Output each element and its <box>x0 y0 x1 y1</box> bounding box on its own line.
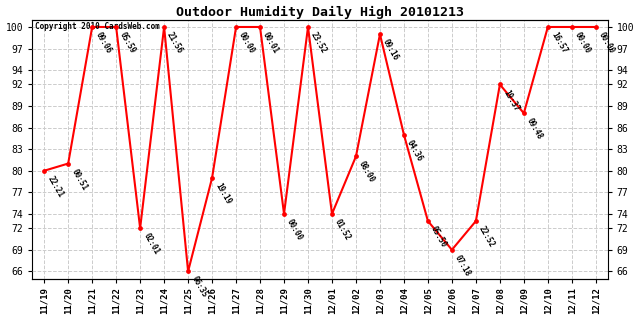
Point <box>279 211 289 216</box>
Text: 23:52: 23:52 <box>309 31 328 55</box>
Text: 22:21: 22:21 <box>45 174 65 199</box>
Point <box>351 154 361 159</box>
Text: 00:00: 00:00 <box>573 31 593 55</box>
Point <box>39 168 49 173</box>
Text: 00:01: 00:01 <box>261 31 280 55</box>
Title: Outdoor Humidity Daily High 20101213: Outdoor Humidity Daily High 20101213 <box>176 5 464 19</box>
Point <box>303 24 313 29</box>
Text: 04:36: 04:36 <box>405 138 424 163</box>
Text: 19:19: 19:19 <box>213 181 232 206</box>
Point <box>231 24 241 29</box>
Text: 01:52: 01:52 <box>333 218 353 242</box>
Point <box>375 32 385 37</box>
Text: 08:00: 08:00 <box>357 160 376 184</box>
Point <box>135 226 145 231</box>
Point <box>399 132 409 137</box>
Text: 00:00: 00:00 <box>237 31 257 55</box>
Text: 05:50: 05:50 <box>429 225 449 249</box>
Point <box>207 175 217 180</box>
Point <box>111 24 121 29</box>
Point <box>63 161 74 166</box>
Point <box>519 111 529 116</box>
Point <box>159 24 169 29</box>
Point <box>543 24 553 29</box>
Text: 02:01: 02:01 <box>141 232 161 256</box>
Text: 09:16: 09:16 <box>381 38 401 62</box>
Text: 16:57: 16:57 <box>549 31 568 55</box>
Text: 00:00: 00:00 <box>597 31 616 55</box>
Point <box>591 24 601 29</box>
Text: 07:18: 07:18 <box>453 253 472 278</box>
Text: 22:52: 22:52 <box>477 225 497 249</box>
Text: 21:56: 21:56 <box>165 31 185 55</box>
Point <box>87 24 97 29</box>
Point <box>423 219 433 224</box>
Point <box>327 211 337 216</box>
Point <box>566 24 577 29</box>
Point <box>183 269 193 274</box>
Text: 00:00: 00:00 <box>285 218 305 242</box>
Text: Copyright 2010 CardsWeb.com: Copyright 2010 CardsWeb.com <box>35 22 160 31</box>
Text: 19:37: 19:37 <box>501 88 520 113</box>
Text: 09:06: 09:06 <box>93 31 113 55</box>
Text: 09:48: 09:48 <box>525 117 545 141</box>
Text: 00:51: 00:51 <box>69 167 89 192</box>
Point <box>495 82 505 87</box>
Point <box>255 24 265 29</box>
Text: 05:59: 05:59 <box>117 31 137 55</box>
Point <box>471 219 481 224</box>
Point <box>447 247 457 252</box>
Text: 06:35: 06:35 <box>189 275 209 300</box>
